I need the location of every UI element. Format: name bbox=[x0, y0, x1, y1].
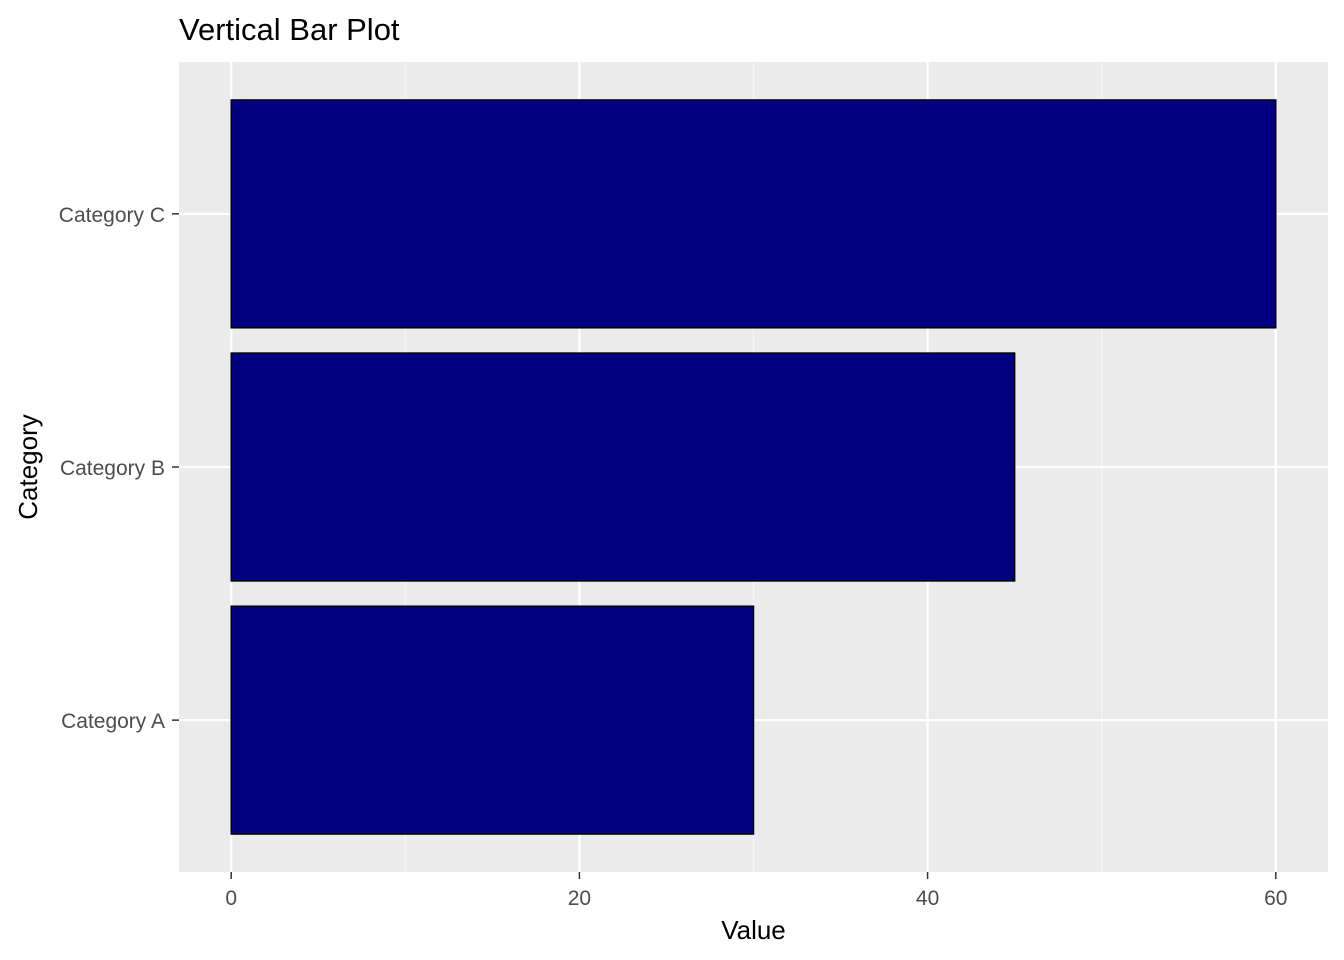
x-axis-ticks: 0 20 40 60 bbox=[225, 872, 1287, 910]
x-tick-label: 20 bbox=[568, 887, 591, 910]
chart-title: Vertical Bar Plot bbox=[179, 12, 400, 47]
y-tick-label: Category C bbox=[59, 204, 165, 227]
x-tick-label: 0 bbox=[225, 887, 237, 910]
y-tick-label: Category B bbox=[60, 457, 165, 480]
y-axis-title: Category bbox=[13, 414, 43, 520]
x-axis-title: Value bbox=[721, 915, 786, 945]
bars bbox=[230, 99, 1277, 835]
x-tick-label: 40 bbox=[916, 887, 939, 910]
y-axis-ticks: Category A Category B Category C bbox=[59, 204, 179, 733]
bar-category-c bbox=[230, 99, 1277, 329]
x-tick-label: 60 bbox=[1264, 887, 1287, 910]
y-tick-label: Category A bbox=[61, 710, 165, 733]
bar-category-b bbox=[230, 352, 1016, 582]
bar-category-a bbox=[230, 605, 755, 835]
